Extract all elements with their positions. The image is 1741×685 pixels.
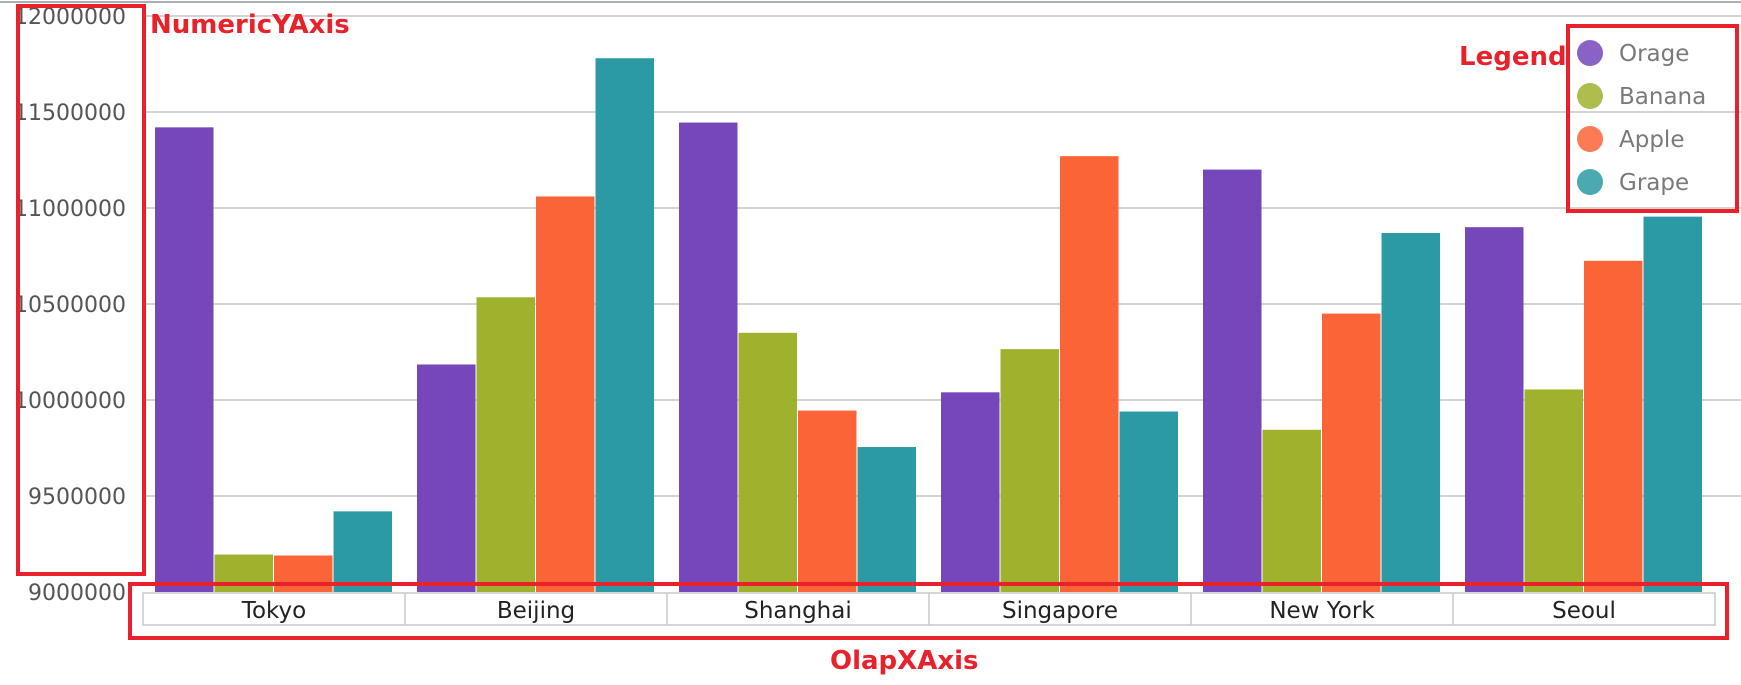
y-tick-label: 10000000	[14, 389, 126, 414]
legend-label: Banana	[1619, 84, 1706, 110]
bar-orage-tokyo	[155, 127, 214, 593]
y-axis-annotation-box	[16, 4, 146, 576]
x-category-label: Beijing	[497, 598, 575, 624]
bar-apple-singapore	[1060, 156, 1119, 592]
legend-label: Grape	[1619, 170, 1689, 196]
x-category-label: Tokyo	[241, 598, 306, 624]
bars	[155, 58, 1702, 593]
x-category-label: Shanghai	[744, 598, 852, 624]
y-tick-label: 11000000	[14, 197, 126, 222]
bar-grape-seoul	[1643, 216, 1702, 592]
bar-banana-seoul	[1524, 389, 1583, 592]
x-axis-annotation-label: OlapXAxis	[830, 646, 979, 676]
legend-annotation-label: Legend	[1459, 42, 1567, 72]
y-axis-annotation-label: NumericYAxis	[150, 10, 350, 40]
bar-apple-tokyo	[274, 555, 333, 592]
bar-orage-beijing	[417, 364, 476, 592]
bar-grape-beijing	[595, 58, 654, 593]
legend-swatch	[1577, 83, 1603, 109]
legend-item-orage[interactable]: Orage	[1577, 40, 1689, 67]
y-axis-tick-labels: 9000000 9500000 10000000 10500000 11000000 11…	[14, 5, 126, 606]
bar-grape-new-york	[1381, 232, 1440, 592]
bar-apple-new-york	[1322, 313, 1381, 592]
bar-apple-seoul	[1584, 260, 1643, 592]
x-axis: Tokyo Beijing Shanghai Singapore New York Seo…	[142, 592, 1716, 626]
y-tick-label: 11500000	[14, 101, 126, 126]
legend-swatch	[1577, 169, 1603, 195]
legend-item-grape[interactable]: Grape	[1577, 169, 1689, 196]
bar-banana-tokyo	[214, 554, 273, 592]
bar-orage-singapore	[941, 392, 1000, 592]
y-tick-label: 9000000	[28, 581, 126, 606]
x-category-label: Seoul	[1552, 598, 1616, 624]
y-tick-label: 12000000	[14, 5, 126, 30]
legend-item-banana[interactable]: Banana	[1577, 83, 1706, 110]
bar-grape-singapore	[1119, 411, 1178, 592]
bar-orage-new-york	[1203, 169, 1262, 592]
x-category-label: Singapore	[1002, 598, 1118, 624]
legend-label: Orage	[1619, 41, 1689, 67]
bar-orage-seoul	[1465, 227, 1524, 592]
legend-annotation-box	[1566, 24, 1739, 213]
bar-apple-beijing	[536, 196, 595, 593]
bar-banana-new-york	[1262, 429, 1321, 592]
bar-banana-beijing	[476, 297, 535, 592]
bar-banana-shanghai	[738, 332, 797, 592]
y-tick-label: 9500000	[28, 485, 126, 510]
bar-grape-tokyo	[333, 511, 392, 592]
bar-grape-shanghai	[857, 447, 916, 592]
legend: Orage Banana Apple Grape	[1577, 40, 1706, 196]
bar-apple-shanghai	[798, 410, 857, 592]
y-tick-label: 10500000	[14, 293, 126, 318]
legend-label: Apple	[1619, 127, 1684, 153]
x-axis-annotation-box	[128, 582, 1729, 640]
legend-swatch	[1577, 126, 1603, 152]
legend-swatch	[1577, 40, 1603, 66]
legend-item-apple[interactable]: Apple	[1577, 126, 1684, 153]
bar-banana-singapore	[1000, 349, 1059, 592]
bar-orage-shanghai	[679, 122, 738, 592]
x-category-label: New York	[1269, 598, 1375, 624]
